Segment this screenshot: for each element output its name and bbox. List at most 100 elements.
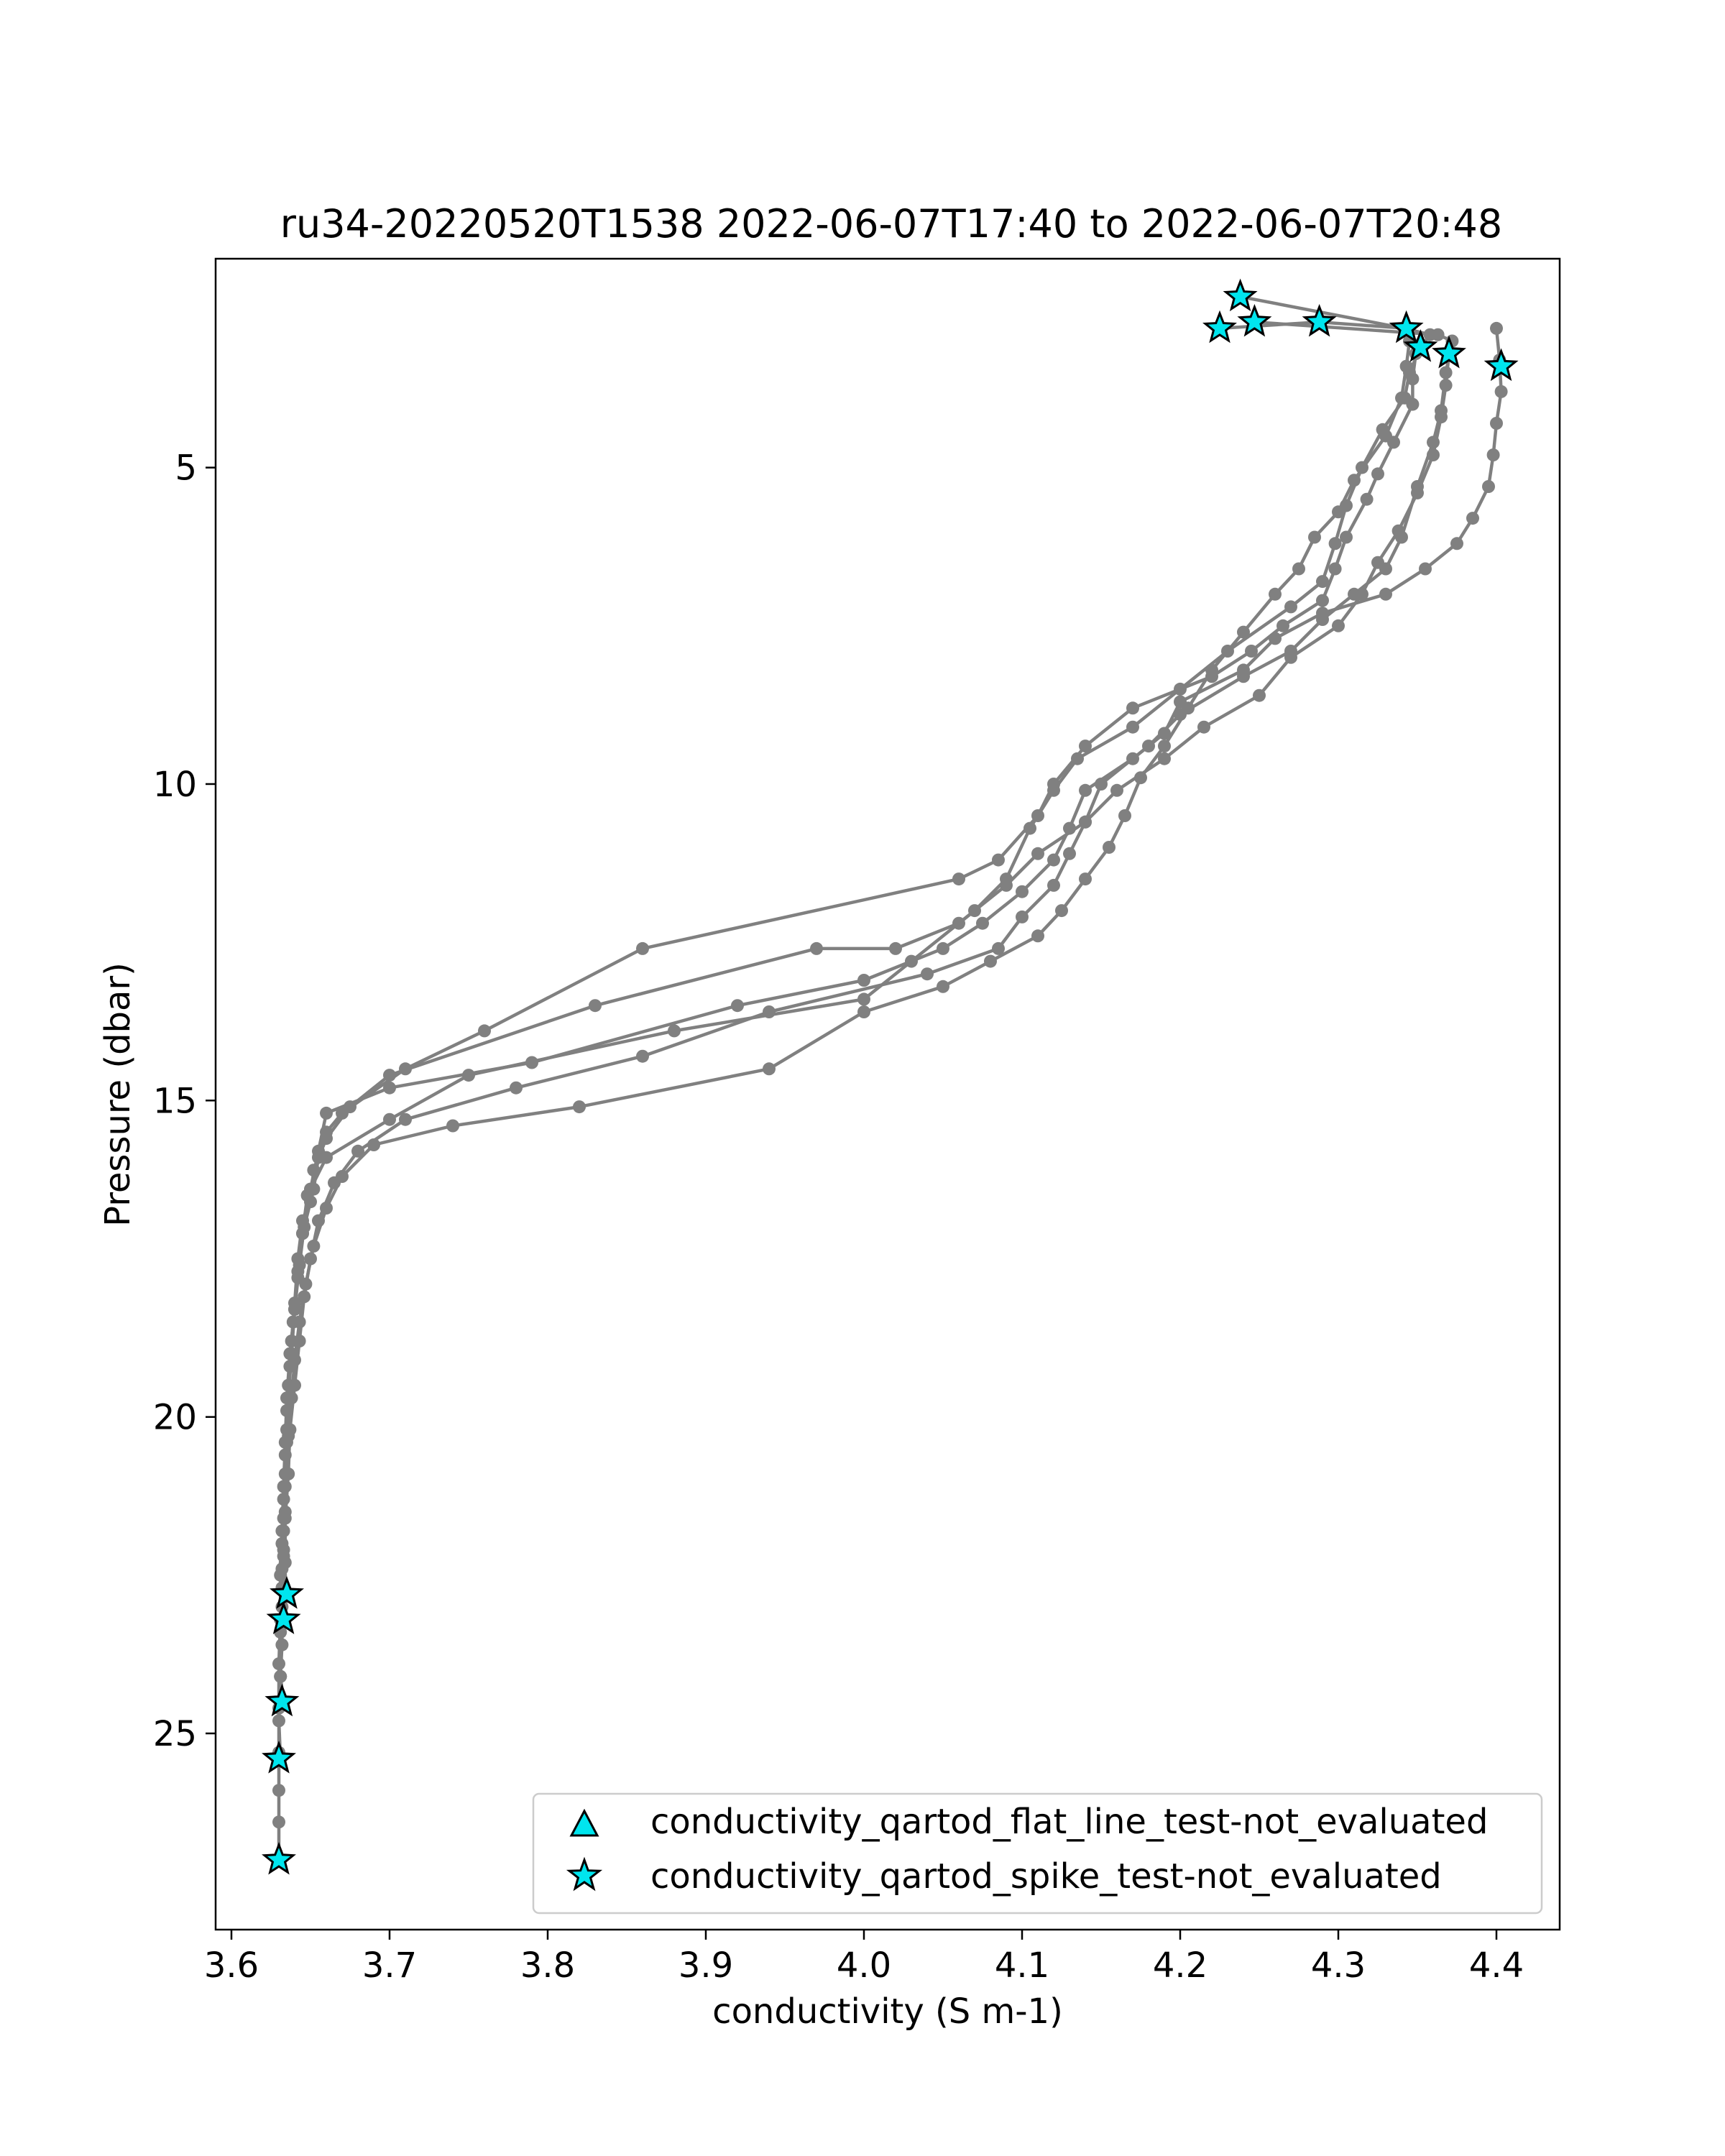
profile-5-point <box>1197 720 1210 734</box>
profile-4-point <box>298 1220 311 1234</box>
profile-5-point <box>288 1378 301 1392</box>
profile-3-point <box>1328 537 1342 550</box>
profile-4-point <box>1079 783 1092 797</box>
profile-3-point <box>1126 720 1139 734</box>
profile-1-point <box>478 1024 491 1038</box>
profile-4-point <box>857 974 870 987</box>
profile-6-point <box>446 1119 459 1133</box>
spike-test-star-marker <box>262 1741 296 1774</box>
profile-2-point <box>810 941 823 955</box>
profile-4-point <box>320 1106 333 1120</box>
profile-5-point <box>1356 587 1368 601</box>
profile-3-point <box>668 1024 681 1038</box>
profile-6-point <box>984 954 997 968</box>
y-tick-label: 25 <box>153 1714 197 1754</box>
profile-5-point <box>921 967 934 981</box>
profile-5-point <box>992 941 1005 955</box>
profile-6-point <box>285 1391 298 1405</box>
spike-test-star-marker <box>1223 278 1258 312</box>
profile-6-point <box>282 1429 295 1443</box>
profile-6-point <box>277 1543 290 1557</box>
profile-6-point <box>280 1467 293 1480</box>
profile-6-point <box>1348 474 1361 487</box>
x-axis: 3.6 3.7 3.8 3.9 4.0 4.1 4.2 4.3 4.4 <box>204 1930 1524 1986</box>
profile-4-point <box>1047 853 1060 867</box>
profile-4-point <box>383 1081 396 1095</box>
profile-5-point <box>1047 878 1060 892</box>
spike-test-star-marker <box>1403 329 1438 362</box>
x-tick-label: 3.9 <box>678 1945 733 1986</box>
profile-2-point <box>889 941 902 955</box>
x-tick-label: 3.8 <box>520 1945 575 1986</box>
profile-3-point <box>1047 783 1060 797</box>
spike-test-star-marker <box>1432 335 1466 369</box>
profile-4-point <box>1269 632 1282 645</box>
profile-1-point <box>952 872 965 886</box>
profile-6-point <box>278 1505 292 1519</box>
profile-4-point <box>1063 821 1076 835</box>
profile-5-point <box>1439 379 1453 392</box>
profile-5-point <box>1110 783 1123 797</box>
profile-1-point <box>1316 594 1329 607</box>
profile-4-point <box>976 916 989 930</box>
profile-4-point <box>1316 607 1329 620</box>
spike-test-star-marker <box>1389 310 1424 344</box>
profile-4-point <box>312 1144 325 1158</box>
profile-5-point <box>1158 752 1171 765</box>
profile-4-point <box>272 1815 285 1829</box>
profile-4-point <box>288 1302 301 1316</box>
profile-5-point <box>1016 910 1029 923</box>
profile-4-point <box>1486 448 1500 461</box>
profile-6-point <box>1292 562 1305 576</box>
profile-6-point <box>1399 359 1413 373</box>
profile-3-point <box>857 992 870 1006</box>
profile-4-point <box>937 941 949 955</box>
profile-6-point <box>1237 625 1250 639</box>
profile-6-point <box>367 1138 380 1151</box>
profile-4-point <box>1126 752 1139 765</box>
profile-5-point <box>1079 815 1092 829</box>
profile-4-point <box>1490 417 1503 430</box>
spike-test-star-marker <box>264 1683 300 1717</box>
profile-6-point <box>1158 740 1171 753</box>
profile-5-point <box>1392 524 1405 538</box>
profile-6-point <box>1308 530 1321 544</box>
profile-6-point <box>1205 663 1218 677</box>
profile-4-point <box>1466 512 1479 525</box>
profile-6-point <box>763 1062 776 1076</box>
profile-6-point <box>307 1239 321 1253</box>
chart-title: ru34-20220520T1538 2022-06-07T17:40 to 2… <box>280 201 1502 247</box>
profile-1-point <box>1340 530 1353 544</box>
y-tick-label: 20 <box>153 1398 197 1438</box>
profile-6-point <box>1031 929 1044 943</box>
profile-4-point <box>1450 537 1463 550</box>
profile-6-point <box>293 1315 306 1329</box>
spike-test-star-marker <box>1484 348 1519 382</box>
profile-2-point <box>589 999 602 1013</box>
profile-6-point <box>1055 904 1068 918</box>
markers-layer <box>262 278 1519 1875</box>
y-axis: 5 10 15 20 25 <box>153 448 216 1754</box>
profile-6-point <box>937 980 949 993</box>
profile-4-point <box>525 1056 538 1069</box>
x-tick-label: 4.0 <box>837 1945 891 1986</box>
profile-4-point <box>1482 480 1495 493</box>
profile-1-point <box>1360 492 1374 506</box>
profile-1-point <box>992 853 1005 867</box>
y-tick-label: 10 <box>153 765 197 805</box>
profile-6-point <box>1134 771 1147 785</box>
profile-5-point <box>636 1049 649 1063</box>
profile-1-point <box>636 941 649 955</box>
profile-6-point <box>573 1100 586 1114</box>
profile-3-point <box>1000 872 1013 886</box>
profile-3-point <box>1284 600 1297 614</box>
profile-4-point <box>731 999 744 1013</box>
profile-5-point <box>1332 619 1345 632</box>
profile-6-point <box>1395 391 1408 405</box>
legend: conductivity_qartod_flat_line_test-not_e… <box>532 1792 1543 1915</box>
profile-5-point <box>1371 556 1384 569</box>
profile-3-point <box>1316 575 1329 589</box>
profile-6-point <box>857 1005 870 1018</box>
profile-5-point <box>1427 448 1440 461</box>
profile-1-point <box>1371 467 1384 481</box>
